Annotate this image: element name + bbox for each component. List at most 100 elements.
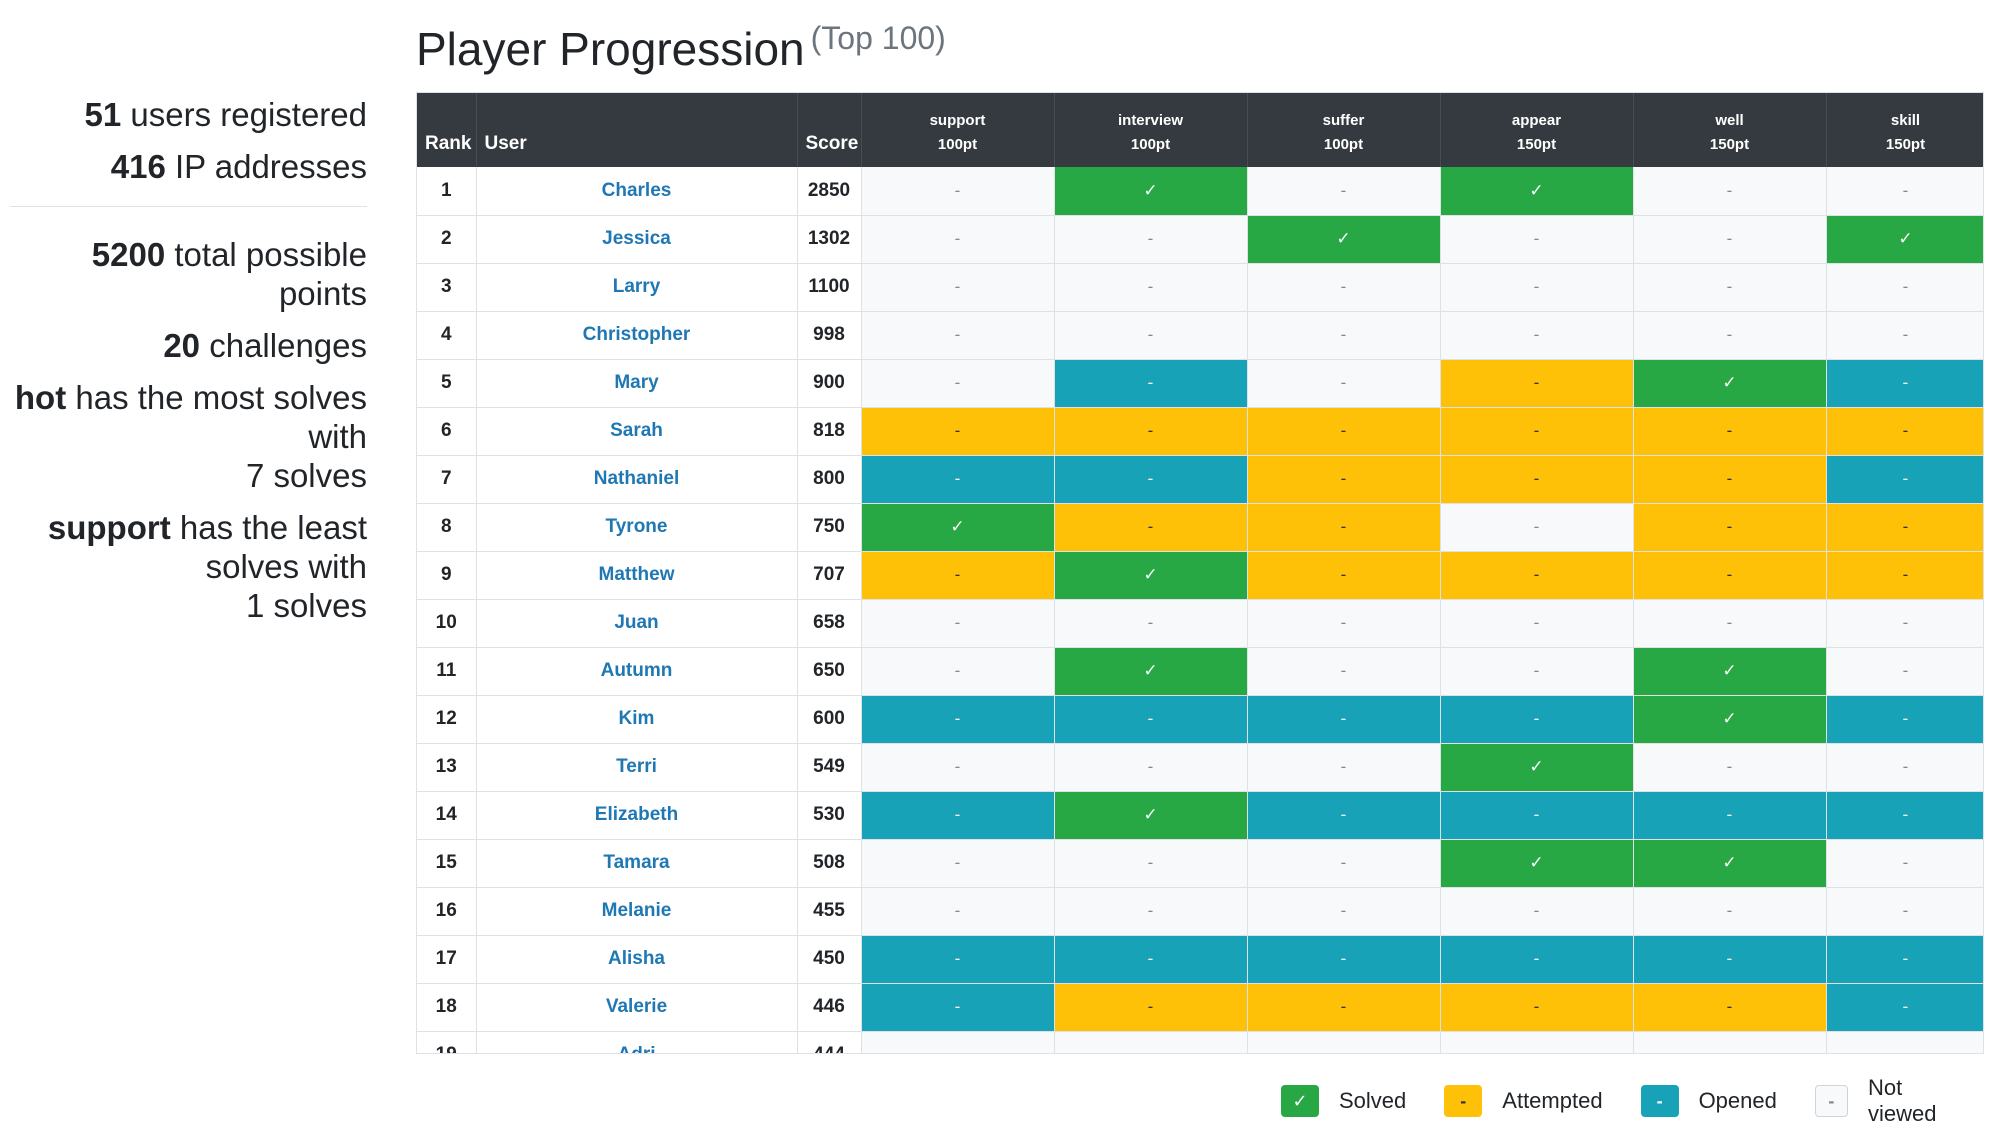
- user-link[interactable]: Larry: [476, 263, 798, 312]
- challenge-header-appear[interactable]: appear 150pt: [1440, 93, 1634, 167]
- rank-cell: 1: [417, 167, 477, 216]
- user-link[interactable]: Nathaniel: [476, 455, 798, 504]
- status-cell-not-viewed: -: [1247, 1031, 1441, 1053]
- challenge-header-well[interactable]: well 150pt: [1633, 93, 1827, 167]
- rank-cell: 13: [417, 743, 477, 792]
- status-cell-not-viewed: -: [861, 1031, 1055, 1053]
- most-solves-text: has the most solves with: [75, 379, 367, 455]
- status-cell-not-viewed: -: [1633, 1031, 1827, 1053]
- table-row: 10 Juan 658- - - - - -: [417, 599, 1983, 648]
- status-cell-opened: -: [1826, 935, 1983, 984]
- status-cell-attempted: -: [1054, 407, 1248, 456]
- legend-swatch: ✓: [1281, 1085, 1319, 1117]
- challenge-header-interview[interactable]: interview 100pt: [1054, 93, 1248, 167]
- registration-stats: 51 users registered 416 IP addresses: [10, 95, 368, 186]
- rank-cell: 6: [417, 407, 477, 456]
- rank-cell: 12: [417, 695, 477, 744]
- status-cell-opened: -: [861, 455, 1055, 504]
- score-cell: 530: [797, 791, 862, 840]
- status-cell-not-viewed: -: [861, 599, 1055, 648]
- status-cell-not-viewed: -: [861, 263, 1055, 312]
- user-link[interactable]: Juan: [476, 599, 798, 648]
- table-header-row: Rank User Score support 100pt interview 100…: [417, 93, 1983, 167]
- challenge-header-skill[interactable]: skill 150pt: [1826, 93, 1983, 167]
- table-row: 2 Jessica 1302- - ✓ - - ✓: [417, 215, 1983, 264]
- score-cell: 1302: [797, 215, 862, 264]
- table-row: 3 Larry 1100- - - - - -: [417, 263, 1983, 312]
- status-cell-not-viewed: -: [1440, 503, 1634, 552]
- table-row: 8 Tyrone 750 ✓ - - - - -: [417, 503, 1983, 552]
- status-cell-solved: ✓: [1633, 359, 1827, 408]
- ip-count: 416: [110, 148, 166, 185]
- least-solves-count: 1 solves: [245, 587, 367, 624]
- user-link[interactable]: Melanie: [476, 887, 798, 936]
- rank-cell: 16: [417, 887, 477, 936]
- status-cell-not-viewed: -: [861, 743, 1055, 792]
- status-cell-not-viewed: -: [1247, 839, 1441, 888]
- user-link[interactable]: Valerie: [476, 983, 798, 1032]
- user-link[interactable]: Autumn: [476, 647, 798, 696]
- status-cell-not-viewed: -: [1440, 599, 1634, 648]
- status-cell-not-viewed: -: [861, 167, 1055, 216]
- progression-table-container[interactable]: Rank User Score support 100pt interview 100…: [416, 92, 1984, 1054]
- user-link[interactable]: Christopher: [476, 311, 798, 360]
- challenge-points: 150pt: [1885, 136, 1926, 153]
- status-cell-opened: -: [1440, 695, 1634, 744]
- challenge-name: support: [929, 112, 986, 129]
- user-link[interactable]: Charles: [476, 167, 798, 216]
- user-link[interactable]: Alisha: [476, 935, 798, 984]
- page-title: Player Progression (Top 100): [416, 20, 946, 76]
- status-cell-solved: ✓: [1054, 647, 1248, 696]
- rank-cell: 17: [417, 935, 477, 984]
- status-cell-not-viewed: -: [861, 887, 1055, 936]
- table-row: 17 Alisha 450- - - - - -: [417, 935, 1983, 984]
- challenge-points: 100pt: [1130, 136, 1171, 153]
- table-body: 1 Charles 2850- ✓ - ✓ - -2 Jessica 1302- - ✓ - - ✓ 3 Lar…: [417, 167, 1983, 1053]
- status-legend: ✓ Solved - Attempted - Opened - Not viewed: [1281, 1075, 2000, 1126]
- table-row: 4 Christopher 998- - - - - -: [417, 311, 1983, 360]
- status-cell-attempted: -: [1054, 503, 1248, 552]
- score-cell: 600: [797, 695, 862, 744]
- score-cell: 455: [797, 887, 862, 936]
- user-link[interactable]: Adri: [476, 1031, 798, 1053]
- status-cell-not-viewed: -: [1054, 263, 1248, 312]
- legend-label: Not viewed: [1867, 1075, 1937, 1126]
- user-link[interactable]: Tyrone: [476, 503, 798, 552]
- status-cell-not-viewed: -: [1633, 599, 1827, 648]
- status-cell-not-viewed: -: [1826, 311, 1983, 360]
- status-cell-not-viewed: -: [1247, 311, 1441, 360]
- status-cell-attempted: -: [861, 551, 1055, 600]
- user-header: User: [476, 93, 798, 167]
- score-cell: 650: [797, 647, 862, 696]
- user-link[interactable]: Mary: [476, 359, 798, 408]
- user-link[interactable]: Kim: [476, 695, 798, 744]
- user-link[interactable]: Elizabeth: [476, 791, 798, 840]
- rank-cell: 8: [417, 503, 477, 552]
- user-link[interactable]: Terri: [476, 743, 798, 792]
- user-link[interactable]: Jessica: [476, 215, 798, 264]
- user-link[interactable]: Matthew: [476, 551, 798, 600]
- status-cell-not-viewed: -: [1826, 743, 1983, 792]
- challenge-points: 100pt: [937, 136, 978, 153]
- status-cell-opened: -: [861, 695, 1055, 744]
- status-cell-attempted: -: [1054, 983, 1248, 1032]
- status-cell-attempted: -: [861, 407, 1055, 456]
- least-solves-text: has the least solves with: [179, 509, 367, 585]
- challenge-header-support[interactable]: support 100pt: [861, 93, 1055, 167]
- status-cell-opened: -: [1633, 791, 1827, 840]
- challenge-header-suffer[interactable]: suffer 100pt: [1247, 93, 1441, 167]
- ip-addresses-stat: 416 IP addresses: [10, 147, 367, 186]
- user-link[interactable]: Tamara: [476, 839, 798, 888]
- status-cell-not-viewed: -: [1054, 743, 1248, 792]
- status-cell-not-viewed: -: [1247, 887, 1441, 936]
- user-link[interactable]: Sarah: [476, 407, 798, 456]
- table-row: 19Adri444------: [417, 1031, 1983, 1053]
- status-cell-not-viewed: -: [1054, 839, 1248, 888]
- status-cell-opened: -: [1054, 935, 1248, 984]
- status-cell-not-viewed: -: [861, 839, 1055, 888]
- rank-header: Rank: [417, 93, 477, 167]
- status-cell-not-viewed: -: [1054, 1031, 1248, 1053]
- status-cell-opened: -: [1826, 455, 1983, 504]
- status-cell-attempted: -: [1247, 983, 1441, 1032]
- status-cell-not-viewed: -: [861, 647, 1055, 696]
